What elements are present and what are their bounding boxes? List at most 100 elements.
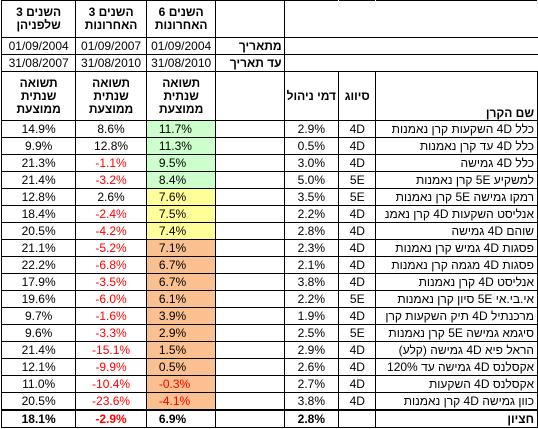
fund-class: 4D bbox=[338, 120, 377, 138]
fund-name: אקסלנס 4D השקעות bbox=[375, 375, 538, 393]
header-line: תשואה bbox=[92, 75, 131, 90]
empty-cell bbox=[338, 54, 377, 72]
period-header: 3 השנים האחרונות bbox=[75, 0, 147, 38]
last-three-return: -23.6% bbox=[75, 392, 147, 411]
fund-class: 4D bbox=[338, 341, 377, 359]
six-year-return: 3.9% bbox=[145, 307, 217, 325]
table-row: 9.9% 12.8% 11.3% 0.5% 4D כלל 4D עד קרן נאמנות bbox=[0, 137, 538, 155]
table-row: 21.1% -5.2% 7.1% 2.3% 4D פסגות 4D גמיש קרן נא… bbox=[0, 239, 538, 257]
header-line: 3 השנים bbox=[16, 5, 62, 19]
to-date: 31/08/2010 bbox=[145, 54, 217, 72]
last-three-return: -4.2% bbox=[75, 222, 147, 240]
prior-three-return: 12.8% bbox=[0, 188, 77, 206]
header-line: ממוצעת bbox=[158, 101, 204, 116]
fund-class: 4D bbox=[338, 137, 377, 155]
empty-cell bbox=[215, 324, 285, 342]
prior-three-return: 9.6% bbox=[0, 324, 77, 342]
six-year-return: 7.4% bbox=[145, 222, 217, 240]
return-header: תשואה שנתית ממוצעת bbox=[0, 71, 77, 121]
median-last-three: -2.9% bbox=[75, 409, 147, 428]
last-three-return: -10.4% bbox=[75, 375, 147, 393]
fund-class: 4D bbox=[338, 205, 377, 223]
fee-header: דמי ניהול bbox=[283, 71, 340, 121]
last-three-return: -1.6% bbox=[75, 307, 147, 325]
fund-name: כלל 4D עד קרן נאמנות bbox=[375, 137, 538, 155]
period-header: 3 השנים שלפניהן bbox=[0, 0, 77, 38]
fund-class: 4D bbox=[338, 239, 377, 257]
table-row: 21.4% -15.1% 1.5% 2.9% 4D הראל פיא 4D גמישה (… bbox=[0, 341, 538, 359]
empty-cell bbox=[338, 409, 377, 428]
last-three-return: -3.5% bbox=[75, 273, 147, 291]
fund-class: 4D bbox=[338, 375, 377, 393]
header-line: האחרונות bbox=[84, 18, 138, 32]
fund-class: 4D bbox=[338, 222, 377, 240]
from-date: 01/09/2007 bbox=[75, 37, 147, 55]
last-three-return: 8.6% bbox=[75, 120, 147, 138]
table-row: 12.1% -9.9% 0.5% 2.6% 4D אקסלנס 4D גמישה עד 1… bbox=[0, 358, 538, 376]
table-row: 21.4% -3.2% 8.4% 5.0% 5E למשקיע 5E קרן נאמנות bbox=[0, 171, 538, 189]
last-three-return: -1.1% bbox=[75, 154, 147, 172]
last-three-return: 12.8% bbox=[75, 137, 147, 155]
six-year-return: 8.4% bbox=[145, 171, 217, 189]
empty-cell bbox=[215, 273, 285, 291]
empty-cell bbox=[215, 222, 285, 240]
header-line: שנתית bbox=[163, 88, 199, 103]
management-fee: 3.8% bbox=[283, 273, 340, 291]
last-three-return: -15.1% bbox=[75, 341, 147, 359]
fund-name: פסגות 4D גמיש קרן נאמנות bbox=[375, 239, 538, 257]
prior-three-return: 21.1% bbox=[0, 239, 77, 257]
class-header: סיווג bbox=[338, 71, 377, 121]
six-year-return: 7.5% bbox=[145, 205, 217, 223]
empty-cell bbox=[215, 341, 285, 359]
empty-cell bbox=[338, 0, 377, 38]
table-row: 9.7% -1.6% 3.9% 1.9% 4D מרכנתיל 4D תיק השקעות… bbox=[0, 307, 538, 325]
prior-three-return: 14.9% bbox=[0, 120, 77, 138]
fund-name: אקסלנס 4D גמישה עד 120% bbox=[375, 358, 538, 376]
table-row: 19.6% -6.0% 6.1% 2.2% 5E אי.בי.אי 5E סיון קרן… bbox=[0, 290, 538, 308]
fund-name: כלל 4D גמישה bbox=[375, 154, 538, 172]
fund-name: סיגמא גמישה 5E קרן נאמנות bbox=[375, 324, 538, 342]
empty-cell bbox=[215, 0, 285, 38]
from-label: מתאריך bbox=[215, 37, 285, 55]
empty-cell bbox=[215, 171, 285, 189]
table-row: 20.5% -23.6% -4.1% 3.8% 4D כוון גמישה 4D קרן … bbox=[0, 392, 538, 411]
to-date: 31/08/2010 bbox=[75, 54, 147, 72]
six-year-return: 7.6% bbox=[145, 188, 217, 206]
prior-three-return: 20.5% bbox=[0, 222, 77, 240]
to-label: עד תאריך bbox=[215, 54, 285, 72]
six-year-return: 0.5% bbox=[145, 358, 217, 376]
table-row: 3 השנים שלפניהן 3 השנים האחרונות 6 השנים האחר… bbox=[0, 0, 538, 38]
prior-three-return: 11.0% bbox=[0, 375, 77, 393]
empty-cell bbox=[215, 154, 285, 172]
fund-class: 5E bbox=[338, 324, 377, 342]
empty-cell bbox=[215, 358, 285, 376]
empty-cell bbox=[215, 307, 285, 325]
management-fee: 2.2% bbox=[283, 205, 340, 223]
prior-three-return: 12.1% bbox=[0, 358, 77, 376]
table-row: תשואה שנתית ממוצעת תשואה שנתית ממוצעת תשואה שנת… bbox=[0, 71, 538, 121]
six-year-return: 11.3% bbox=[145, 137, 217, 155]
management-fee: 2.5% bbox=[283, 324, 340, 342]
empty-cell bbox=[375, 54, 538, 72]
empty-cell bbox=[215, 256, 285, 274]
from-date: 01/09/2004 bbox=[145, 37, 217, 55]
empty-cell bbox=[215, 120, 285, 138]
management-fee: 2.7% bbox=[283, 375, 340, 393]
six-year-return: 9.5% bbox=[145, 154, 217, 172]
fund-class: 5E bbox=[338, 188, 377, 206]
six-year-return: 2.9% bbox=[145, 324, 217, 342]
management-fee: 3.5% bbox=[283, 188, 340, 206]
fund-name: כלל 4D השקעות קרן נאמנות bbox=[375, 120, 538, 138]
empty-cell bbox=[215, 409, 285, 428]
last-three-return: 2.6% bbox=[75, 188, 147, 206]
management-fee: 3.0% bbox=[283, 154, 340, 172]
return-header: תשואה שנתית ממוצעת bbox=[145, 71, 217, 121]
six-year-return: 11.7% bbox=[145, 120, 217, 138]
management-fee: 5.0% bbox=[283, 171, 340, 189]
header-line: שנתית bbox=[93, 88, 129, 103]
prior-three-return: 9.9% bbox=[0, 137, 77, 155]
empty-cell bbox=[215, 392, 285, 411]
table-row: 14.9% 8.6% 11.7% 2.9% 4D כלל 4D השקעות קרן נא… bbox=[0, 120, 538, 138]
empty-cell bbox=[283, 54, 340, 72]
